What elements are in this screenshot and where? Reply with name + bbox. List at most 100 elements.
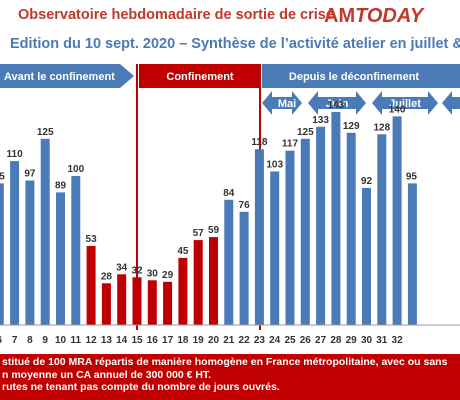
value-label-week-14: 34	[116, 262, 128, 273]
bar-week-30	[362, 187, 371, 325]
value-label-partial-next: 95	[406, 171, 418, 182]
bar-week-6	[0, 183, 4, 325]
x-tick-24: 24	[269, 335, 281, 346]
bar-week-27	[316, 126, 326, 325]
x-tick-17: 17	[162, 335, 174, 346]
x-tick-labels: 3456789101112131415161718192021222324252…	[0, 335, 403, 346]
value-label-week-19: 57	[193, 228, 205, 239]
juillet-label: Juillet	[389, 98, 421, 110]
bar-week-28	[331, 111, 341, 326]
bar-week-31	[377, 134, 387, 325]
juillet-arrow	[372, 91, 438, 115]
value-label-week-8: 97	[24, 169, 36, 180]
value-label-week-20: 59	[208, 225, 220, 236]
x-tick-12: 12	[86, 335, 98, 346]
value-label-week-27: 133	[312, 115, 329, 126]
avant-label: Avant le confinement	[4, 71, 115, 83]
value-label-week-21: 84	[223, 188, 235, 199]
x-tick-13: 13	[101, 335, 113, 346]
x-tick-9: 9	[42, 335, 48, 346]
bar-week-23	[254, 149, 264, 325]
value-label-week-29: 129	[343, 121, 360, 132]
footer-line-3: rutes ne tenant pas compte du nombre de …	[2, 381, 280, 393]
avant-arrow	[0, 64, 134, 88]
x-tick-7: 7	[12, 335, 18, 346]
x-tick-14: 14	[116, 335, 128, 346]
value-label-week-22: 76	[239, 200, 251, 211]
value-label-week-17: 29	[162, 270, 174, 281]
value-label-week-32: 140	[389, 104, 406, 115]
bar-series: 8880127951109712589100532834323029455759…	[0, 100, 418, 326]
confinement-band	[139, 64, 260, 88]
x-tick-21: 21	[223, 335, 235, 346]
bar-week-17	[163, 281, 173, 325]
bar-week-26	[300, 138, 310, 326]
bar-week-25	[285, 150, 295, 325]
bar-week-18	[178, 257, 188, 325]
bar-week-11	[71, 176, 81, 325]
value-label-week-18: 45	[177, 246, 189, 257]
footer-note: stitué de 100 MRA répartis de manière ho…	[0, 354, 460, 400]
x-tick-15: 15	[131, 335, 143, 346]
x-tick-16: 16	[147, 335, 159, 346]
value-label-week-16: 30	[147, 268, 159, 279]
aout-arrow-partial	[442, 91, 460, 115]
value-label-week-7: 110	[7, 149, 24, 160]
bar-week-7	[10, 161, 20, 325]
logo-today: TODAY	[355, 5, 425, 27]
juin-arrow	[308, 91, 366, 115]
bar-week-19	[193, 240, 203, 325]
bar-partial-next	[407, 183, 417, 325]
bar-week-29	[346, 132, 356, 325]
bar-week-8	[25, 180, 35, 325]
value-label-week-25: 117	[282, 139, 299, 150]
value-label-week-24: 103	[266, 160, 283, 171]
bar-week-12	[86, 246, 96, 325]
x-tick-20: 20	[208, 335, 220, 346]
logo-am: AM	[324, 5, 355, 27]
value-label-week-28: 143	[328, 100, 345, 111]
value-label-week-9: 125	[37, 127, 54, 138]
period-arrows: Avant le confinement Confinement Depuis …	[0, 64, 460, 115]
value-label-week-15: 32	[131, 265, 143, 276]
x-tick-27: 27	[315, 335, 327, 346]
bar-week-9	[40, 138, 50, 326]
bar-week-10	[56, 192, 65, 325]
value-label-week-10: 89	[55, 180, 67, 191]
x-tick-22: 22	[239, 335, 251, 346]
x-tick-30: 30	[361, 335, 373, 346]
bar-week-15	[132, 277, 142, 325]
depuis-label: Depuis le déconfinement	[289, 71, 420, 83]
x-tick-26: 26	[300, 335, 312, 346]
value-label-week-13: 28	[101, 271, 113, 282]
value-label-week-11: 100	[67, 164, 84, 175]
bar-week-20	[209, 237, 218, 325]
x-tick-28: 28	[330, 335, 342, 346]
value-label-week-12: 53	[86, 234, 98, 245]
x-tick-6: 6	[0, 335, 3, 346]
bar-week-22	[239, 211, 249, 325]
x-tick-32: 32	[392, 335, 404, 346]
confinement-label: Confinement	[166, 71, 234, 83]
x-tick-31: 31	[376, 335, 388, 346]
x-tick-8: 8	[27, 335, 33, 346]
bar-week-24	[270, 171, 280, 325]
amtoday-logo: AM TODAY	[324, 5, 425, 27]
bar-week-32	[392, 116, 402, 326]
value-label-week-23: 118	[251, 137, 268, 148]
value-label-week-30: 92	[361, 176, 373, 187]
chart-subtitle: Edition du 10 sept. 2020 – Synthèse de l…	[10, 36, 460, 52]
mai-label: Mai	[278, 98, 296, 110]
bar-week-16	[147, 280, 157, 325]
value-label-week-6: 95	[0, 171, 5, 182]
bar-week-13	[101, 283, 111, 325]
footer-line-2: n moyenne un CA annuel de 300 000 € HT.	[2, 368, 212, 381]
chart-title: Observatoire hebdomadaire de sortie de c…	[18, 7, 334, 23]
mai-arrow	[262, 91, 302, 115]
value-label-week-31: 128	[373, 122, 390, 133]
value-label-week-26: 125	[297, 127, 314, 138]
juin-label: Juin	[326, 98, 349, 110]
depuis-band	[262, 64, 460, 88]
x-tick-18: 18	[177, 335, 189, 346]
